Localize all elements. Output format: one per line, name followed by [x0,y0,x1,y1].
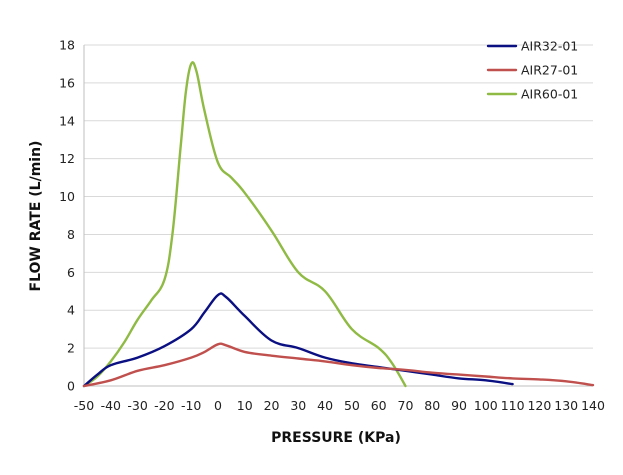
x-tick-label: 100 [474,398,498,413]
x-axis-title: PRESSURE (KPa) [271,430,401,446]
y-tick-label: 6 [67,265,75,280]
x-tick-label: -30 [127,398,147,413]
x-tick-label: 10 [237,398,253,413]
x-tick-label: 30 [290,398,306,413]
y-tick-label: 14 [59,113,75,128]
x-tick-label: 130 [554,398,578,413]
y-tick-label: 2 [67,341,75,356]
series-line-air32-01 [82,292,514,388]
series-line-air60-01 [82,61,407,388]
x-tick-label: 70 [398,398,414,413]
x-tick-label: 20 [264,398,280,413]
y-tick-label: 16 [59,75,75,90]
legend-label: AIR32-01 [521,39,578,54]
x-tick-label: -10 [181,398,201,413]
x-tick-labels: -50 -40 -30 -20 -10 0 10 20 30 40 50 60 70 80 90 100 110… [74,398,605,413]
y-tick-label: 8 [67,227,75,242]
axes [83,45,593,387]
x-tick-label: 40 [317,398,333,413]
legend: AIR32-01 AIR27-01 AIR60-01 [486,39,578,102]
legend-label: AIR27-01 [521,63,578,78]
x-tick-label: -50 [74,398,94,413]
x-tick-label: 120 [527,398,551,413]
y-tick-label: 4 [67,303,75,318]
y-tick-label: 0 [67,379,75,394]
x-tick-label: 50 [344,398,360,413]
y-tick-labels: 0 2 4 6 8 10 12 14 16 18 [59,38,75,394]
x-tick-label: 110 [501,398,525,413]
x-tick-label: 90 [451,398,467,413]
y-axis-title: FLOW RATE (L/min) [28,141,44,292]
x-tick-label: -40 [101,398,121,413]
legend-label: AIR60-01 [521,87,578,102]
x-tick-label: 60 [371,398,387,413]
y-tick-label: 12 [59,151,75,166]
y-tick-label: 10 [59,189,75,204]
x-tick-label: 0 [214,398,222,413]
x-tick-label: -20 [154,398,174,413]
series-lines [82,61,595,388]
series-line-air27-01 [82,342,595,388]
y-tick-label: 18 [59,38,75,53]
x-tick-label: 140 [581,398,605,413]
x-tick-label: 80 [424,398,440,413]
